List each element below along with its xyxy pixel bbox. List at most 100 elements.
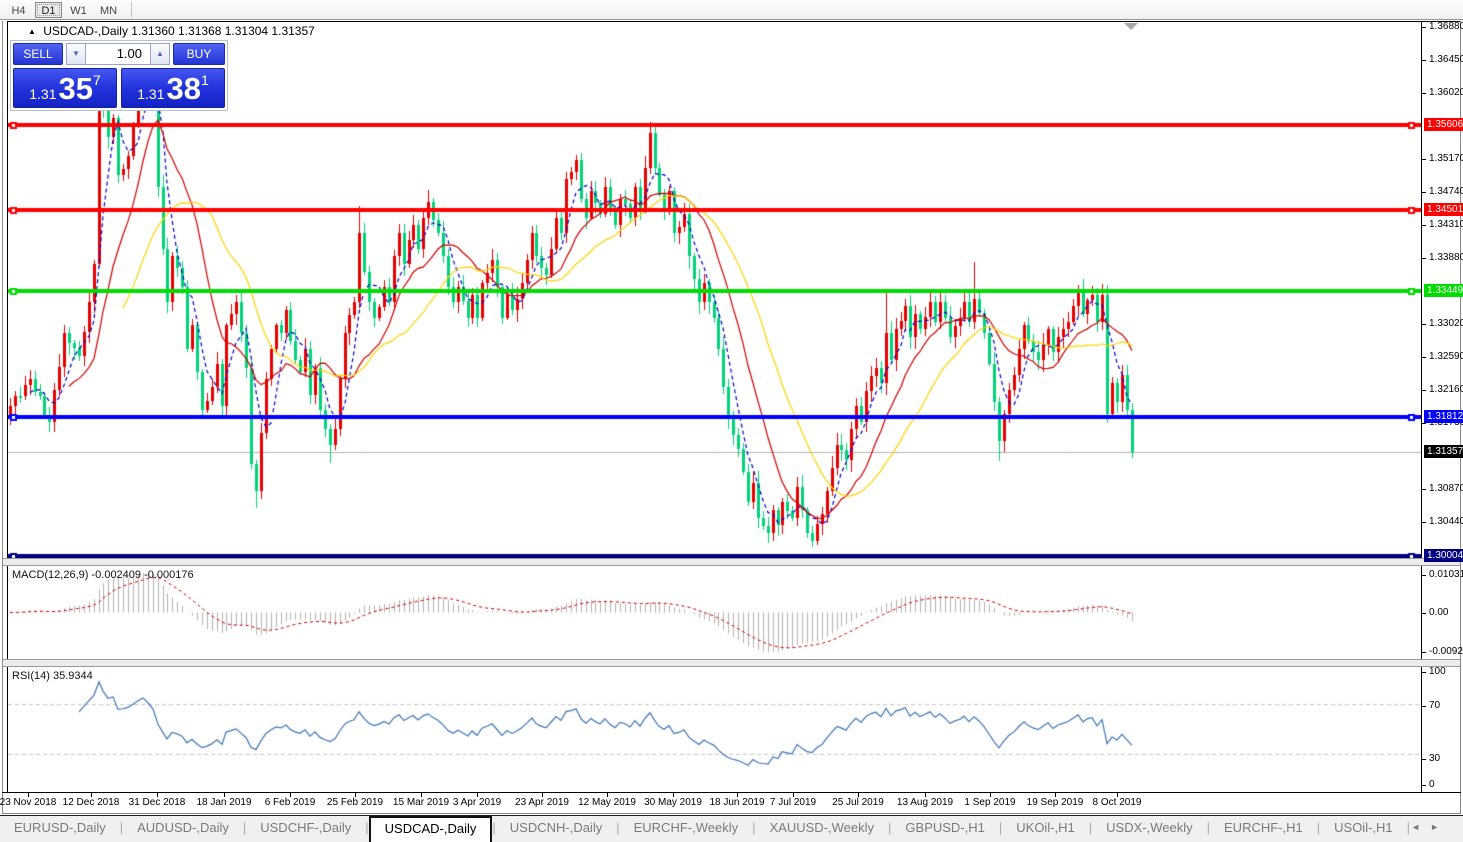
tab-separator: | (1406, 820, 1411, 835)
date-axis-label: 12 Dec 2018 (62, 797, 120, 808)
indicator-axis-tick: 0.00 (1429, 607, 1449, 618)
tab-scroll-arrows[interactable]: ◄► (1411, 822, 1449, 832)
buy-price-button[interactable]: 1.31 38 1 (121, 68, 225, 108)
chart-tab-eurchf-h1[interactable]: EURCHF-,H1 (1224, 820, 1303, 835)
timeframe-button-h4[interactable]: H4 (11, 4, 26, 17)
indicator-axis-tick: 70 (1429, 700, 1441, 711)
date-axis-label: 15 Mar 2019 (392, 797, 450, 808)
chart-tab-usdcnh-daily[interactable]: USDCNH-,Daily (509, 820, 603, 835)
chart-left-border (7, 21, 8, 792)
price-axis-tick: 1.33020 (1429, 318, 1463, 329)
axis-tick-mark (1422, 60, 1426, 61)
one-click-trade-widget: SELL ▼ 1.00 ▲ BUY 1.31 35 7 1.31 38 1 (10, 40, 228, 111)
chart-tab-usdx-weekly[interactable]: USDX-,Weekly (1106, 820, 1193, 835)
date-tick-mark (157, 793, 158, 797)
date-axis-label: 1 Sep 2019 (964, 797, 1016, 808)
date-axis-label: 13 Aug 2019 (896, 797, 954, 808)
hline-price-label: 1.35606 (1424, 118, 1463, 131)
timeframe-button-d1[interactable]: D1 (35, 1, 62, 18)
tab-separator: | (492, 820, 496, 835)
axis-tick-mark (1422, 258, 1426, 259)
chart-top-border (7, 21, 1460, 22)
indicator-axis-tick: 0 (1429, 779, 1435, 790)
indicator-axis-tick: 30 (1429, 753, 1441, 764)
timeframe-toolbar: H4 D1 W1 MN (0, 0, 1463, 20)
date-axis-label: 19 Sep 2019 (1026, 797, 1084, 808)
price-axis-tick: 1.34310 (1429, 219, 1463, 230)
volume-field[interactable]: 1.00 (86, 43, 150, 65)
hline-price-label: 1.30004 (1424, 549, 1463, 562)
tab-separator: | (365, 820, 369, 835)
hline-price-label: 1.33449 (1424, 284, 1463, 297)
chart-ohlc: 1.31360 1.31368 1.31304 1.31357 (131, 24, 315, 38)
axis-tick-mark (1422, 357, 1426, 358)
date-tick-mark (542, 793, 543, 797)
axis-tick-mark (1422, 759, 1426, 760)
axis-tick-mark (1422, 652, 1426, 653)
chart-tab-eurusd-daily[interactable]: EURUSD-,Daily (14, 820, 106, 835)
chart-tab-usoil-h1[interactable]: USOil-,H1 (1334, 820, 1393, 835)
tab-separator: | (752, 820, 756, 835)
panel-splitter[interactable] (3, 659, 1460, 667)
sell-button[interactable]: SELL (13, 43, 63, 65)
timeframe-button-w1[interactable]: W1 (70, 4, 87, 17)
date-axis-label: 3 Apr 2019 (452, 797, 502, 808)
date-tick-mark (990, 793, 991, 797)
axis-tick-mark (1422, 575, 1426, 576)
date-axis-label: 6 Feb 2019 (264, 797, 316, 808)
volume-decrease-icon[interactable]: ▼ (66, 43, 86, 65)
price-axis-tick: 1.35170 (1429, 153, 1463, 164)
window-left-edge (2, 21, 3, 813)
axis-tick-mark (1422, 27, 1426, 28)
volume-stepper: ▼ 1.00 ▲ (66, 43, 170, 65)
chart-tab-ukoil-h1[interactable]: UKOil-,H1 (1016, 820, 1075, 835)
buy-price-big: 38 (166, 70, 201, 106)
chart-tab-usdchf-daily[interactable]: USDCHF-,Daily (260, 820, 352, 835)
tab-separator: | (1088, 820, 1093, 835)
price-axis-tick: 1.36450 (1429, 54, 1463, 65)
price-chart-canvas[interactable] (8, 22, 1421, 558)
date-axis-label: 23 Apr 2019 (515, 797, 569, 808)
price-axis-tick: 1.36880 (1429, 21, 1463, 32)
macd-panel-canvas[interactable] (8, 566, 1421, 659)
chart-tab-gbpusd-h1[interactable]: GBPUSD-,H1 (905, 820, 985, 835)
price-axis-tick: 1.34740 (1429, 186, 1463, 197)
chart-shift-marker-icon[interactable] (1124, 23, 1138, 30)
symbol-expand-icon[interactable]: ▲ (28, 27, 36, 36)
date-tick-mark (355, 793, 356, 797)
panel-splitter[interactable] (3, 558, 1460, 566)
date-tick-mark (421, 793, 422, 797)
buy-button[interactable]: BUY (173, 43, 225, 65)
date-axis-label: 7 Jul 2019 (769, 797, 817, 808)
axis-tick-mark (1422, 159, 1426, 160)
date-axis-label: 18 Jan 2019 (196, 797, 252, 808)
tab-separator: | (119, 820, 124, 835)
hline-price-label: 1.31812 (1424, 410, 1463, 423)
tab-separator: | (1316, 820, 1321, 835)
axis-tick-mark (1422, 93, 1426, 94)
sell-price-sup: 7 (92, 72, 101, 88)
date-axis-label: 31 Dec 2018 (128, 797, 186, 808)
rsi-panel-canvas[interactable] (8, 667, 1421, 791)
timeframe-button-mn[interactable]: MN (99, 4, 118, 17)
date-tick-mark (91, 793, 92, 797)
price-axis-tick: 1.30440 (1429, 516, 1463, 527)
date-tick-mark (1117, 793, 1118, 797)
volume-increase-icon[interactable]: ▲ (150, 43, 170, 65)
chart-tab-usdcad-daily[interactable]: USDCAD-,Daily (368, 816, 493, 842)
axis-tick-mark (1422, 489, 1426, 490)
chart-tab-audusd-daily[interactable]: AUDUSD-,Daily (137, 820, 229, 835)
tab-scroll-left-icon[interactable]: ◄ (1411, 822, 1431, 832)
tab-separator: | (1206, 820, 1211, 835)
axis-tick-mark (1422, 390, 1426, 391)
price-axis-tick: 1.30870 (1429, 483, 1463, 494)
sell-price-button[interactable]: 1.31 35 7 (13, 68, 117, 108)
tab-scroll-right-icon[interactable]: ► (1430, 822, 1449, 832)
tab-separator: | (616, 820, 620, 835)
chart-tab-eurchf-weekly[interactable]: EURCHF-,Weekly (633, 820, 739, 835)
toolbar-separator (131, 2, 132, 17)
date-tick-mark (737, 793, 738, 797)
chart-tab-xauusd-weekly[interactable]: XAUUSD-,Weekly (769, 820, 875, 835)
price-axis-tick: 1.33880 (1429, 252, 1463, 263)
